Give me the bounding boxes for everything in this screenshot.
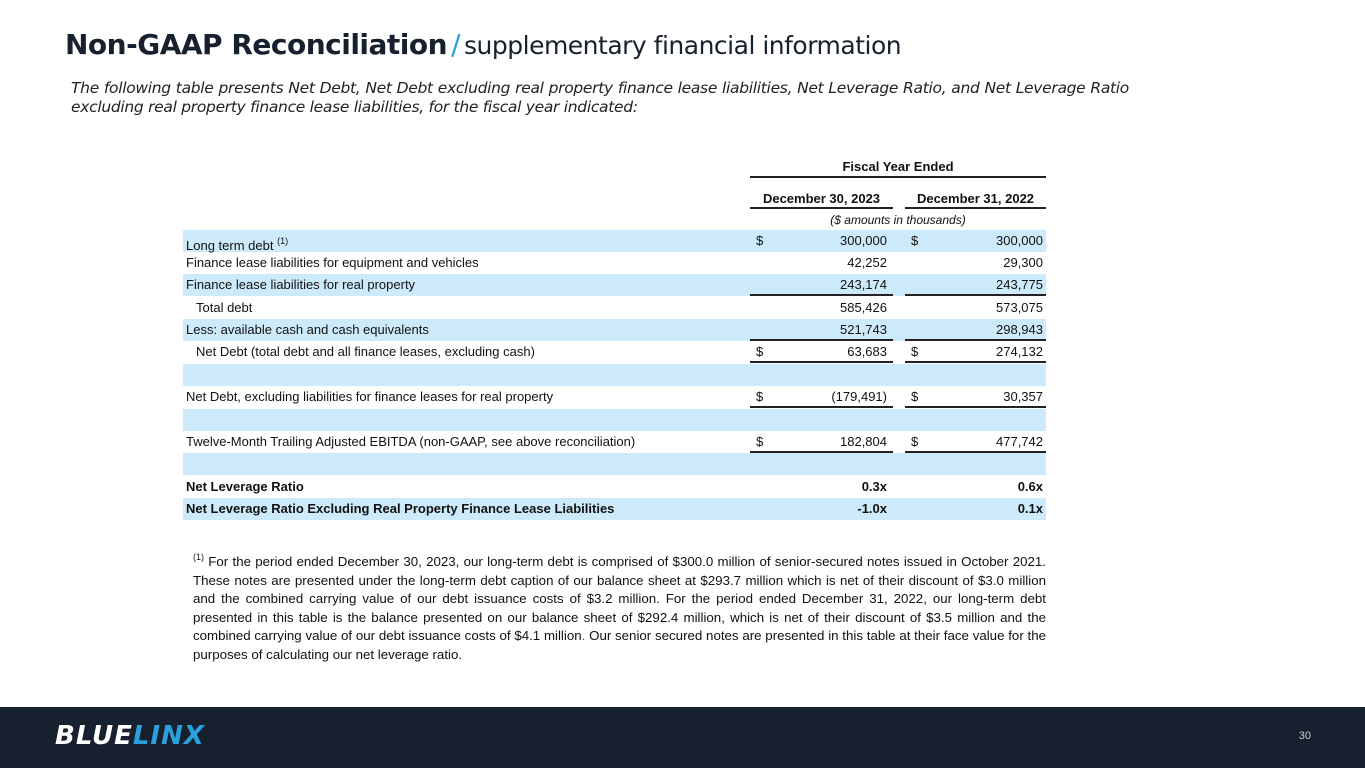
row-label: Net Debt, excluding liabilities for fina… (186, 389, 554, 404)
col2-cell: 573,075 (905, 297, 1046, 319)
value: 477,742 (996, 434, 1043, 449)
row-label: Twelve-Month Trailing Adjusted EBITDA (n… (186, 434, 636, 449)
dollar-sign: $ (756, 389, 764, 404)
spacer-row (183, 453, 1046, 475)
col2-cell: 29,300 (905, 252, 1046, 274)
col2-header: December 31, 2022 (916, 191, 1035, 206)
dollar-sign: $ (756, 434, 764, 449)
col1-cell: $300,000 (750, 230, 893, 252)
value: 63,683 (847, 344, 887, 359)
col1-cell: 42,252 (750, 252, 893, 274)
footnote-ref: (1) (277, 236, 289, 246)
dollar-sign: $ (911, 434, 919, 449)
units-note: ($ amounts in thousands) (830, 213, 966, 227)
dollar-sign: $ (911, 389, 919, 404)
value: 300,000 (996, 233, 1043, 248)
footnote-period: . (581, 628, 586, 644)
col1-cell: 243,174 (750, 274, 893, 296)
table-row: Finance lease liabilities for real prope… (183, 274, 1046, 296)
row-label: Net Leverage Ratio Excluding Real Proper… (186, 501, 615, 516)
title-slash: / (451, 28, 461, 61)
row-label: Total debt (196, 300, 253, 315)
bluelinx-logo: BLUELINX (55, 721, 205, 751)
table-row: Net Leverage Ratio Excluding Real Proper… (183, 498, 1046, 520)
col1-cell: $63,683 (750, 341, 893, 363)
col1-cell: 0.3x (750, 476, 893, 498)
title-main: Non-GAAP Reconciliation (65, 28, 448, 61)
row-label: Finance lease liabilities for real prope… (186, 277, 416, 292)
footer-bar: BLUELINX 30 (0, 707, 1365, 768)
col1-rule (750, 207, 893, 209)
col2-rule (905, 207, 1046, 209)
value: 0.6x (1017, 479, 1043, 494)
col2-cell: $30,357 (905, 386, 1046, 408)
row-label: Finance lease liabilities for equipment … (186, 255, 479, 270)
value: 300,000 (840, 233, 887, 248)
value: 573,075 (996, 300, 1043, 315)
spacer-row (183, 409, 1046, 431)
spacer-row (183, 364, 1046, 386)
col2-cell: 243,775 (905, 274, 1046, 296)
value: 243,775 (996, 277, 1043, 292)
table-row: Finance lease liabilities for equipment … (183, 252, 1046, 274)
row-label: Net Leverage Ratio (186, 479, 304, 494)
col1-cell: $ (179,491) (750, 386, 893, 408)
dollar-sign: $ (911, 344, 919, 359)
dollar-sign: $ (756, 233, 764, 248)
value: 274,132 (996, 344, 1043, 359)
footnote-marker: (1) (193, 552, 204, 562)
value: 0.1x (1017, 501, 1043, 516)
value: 243,174 (840, 277, 887, 292)
group-rule (750, 176, 1046, 178)
value: (179,491) (831, 389, 887, 404)
col2-cell: 0.1x (905, 498, 1046, 520)
dollar-sign: $ (911, 233, 919, 248)
group-header: Fiscal Year Ended (842, 159, 954, 174)
col2-cell: 298,943 (905, 319, 1046, 341)
value: 521,743 (840, 322, 887, 337)
table-row: Twelve-Month Trailing Adjusted EBITDA (n… (183, 431, 1046, 453)
page-title: Non-GAAP Reconciliation / supplementary fi… (65, 28, 902, 61)
table-row: Long term debt (1) $300,000 $300,000 (183, 230, 1046, 253)
intro-text: The following table presents Net Debt, N… (71, 79, 1129, 116)
table-row: Net Leverage Ratio 0.3x 0.6x (183, 476, 1046, 498)
value: 585,426 (840, 300, 887, 315)
table-row: Total debt 585,426 573,075 (183, 297, 1046, 319)
col1-cell: -1.0x (750, 498, 893, 520)
col1-cell: 521,743 (750, 319, 893, 341)
col1-cell: $182,804 (750, 431, 893, 453)
row-label: Long term debt (1) (186, 236, 289, 253)
row-label: Less: available cash and cash equivalent… (186, 322, 429, 337)
value: 30,357 (1003, 389, 1043, 404)
footnote-text-2: Our senior secured notes are presented i… (193, 628, 1046, 662)
row-label: Net Debt (total debt and all finance lea… (196, 344, 535, 359)
table-row: Net Debt (total debt and all finance lea… (183, 341, 1046, 363)
value: 0.3x (861, 479, 887, 494)
col2-cell: $300,000 (905, 230, 1046, 252)
col2-cell: 0.6x (905, 476, 1046, 498)
value: 42,252 (847, 255, 887, 270)
value: 29,300 (1003, 255, 1043, 270)
value: 298,943 (996, 322, 1043, 337)
table-row: Less: available cash and cash equivalent… (183, 319, 1046, 341)
col1-cell: 585,426 (750, 297, 893, 319)
table-row: Net Debt, excluding liabilities for fina… (183, 386, 1046, 408)
dollar-sign: $ (756, 344, 764, 359)
title-sub: supplementary financial information (464, 31, 902, 60)
value: 182,804 (840, 434, 887, 449)
page-number: 30 (1298, 730, 1311, 742)
col2-cell: $477,742 (905, 431, 1046, 453)
footnote: (1) For the period ended December 30, 20… (193, 548, 1046, 665)
col2-cell: $274,132 (905, 341, 1046, 363)
footnote-text: For the period ended December 30, 2023, … (193, 554, 1047, 644)
value: -1.0x (857, 501, 887, 516)
col1-header: December 30, 2023 (762, 191, 881, 206)
